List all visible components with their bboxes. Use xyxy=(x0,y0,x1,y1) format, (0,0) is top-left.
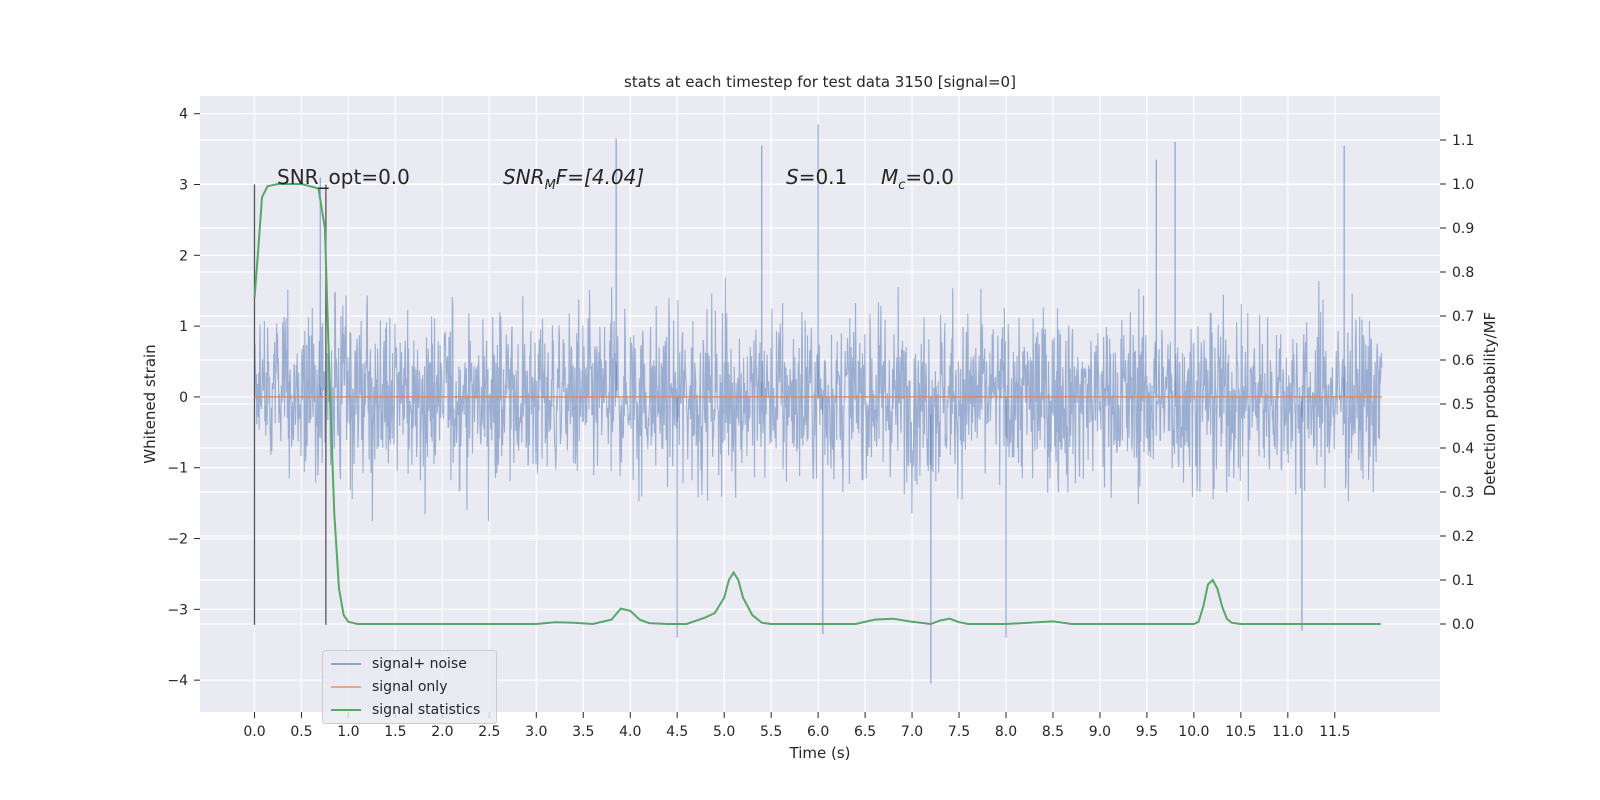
x-tick-label: 5.0 xyxy=(713,724,735,740)
y-tick-label: −1 xyxy=(167,461,188,477)
legend-label-signal-only: signal only xyxy=(372,679,448,695)
y-tick-label: −4 xyxy=(167,673,188,689)
signal-statistics-line xyxy=(253,183,1381,626)
annotation-mc: Mc=0.0 xyxy=(881,165,954,193)
y-tick-label: 0 xyxy=(179,390,188,406)
y-tick-label: 2 xyxy=(179,248,188,264)
legend-item-signal-statistics: signal statistics xyxy=(331,700,480,720)
y-axis-label: Whitened strain xyxy=(141,344,159,463)
x-ticks: 0.0 0.5 1.0 1.5 2.0 2.5 3.0 3.5 4.0 4.5 5.0 5.5 6.0 6… xyxy=(243,712,1350,740)
x-tick-label: 0.0 xyxy=(243,724,265,740)
y2-tick-label: 1.0 xyxy=(1452,177,1474,193)
y2-tick-label: 0.2 xyxy=(1452,529,1474,545)
annotation-snr-mf: SNRMF=[4.04] xyxy=(503,165,644,193)
y2-tick-label: 0.5 xyxy=(1452,397,1474,413)
y2-tick-label: 0.8 xyxy=(1452,265,1474,281)
y-tick-label: −3 xyxy=(167,602,188,618)
x-tick-label: 8.0 xyxy=(995,724,1017,740)
x-tick-label: 6.0 xyxy=(807,724,829,740)
x-tick-label: 9.5 xyxy=(1136,724,1158,740)
y2-axis-label: Detection probability/MF xyxy=(1481,312,1499,496)
x-tick-label: 1.0 xyxy=(337,724,359,740)
legend-label-signal-noise: signal+ noise xyxy=(372,656,467,672)
y-tick-label: 4 xyxy=(179,107,188,123)
legend-item-signal-noise: signal+ noise xyxy=(331,654,467,674)
y-ticks-left: 4 3 2 1 0 −1 −2 −3 −4 xyxy=(167,107,200,689)
x-tick-label: 9.0 xyxy=(1089,724,1111,740)
x-tick-label: 5.5 xyxy=(760,724,782,740)
y2-tick-label: 0.3 xyxy=(1452,485,1474,501)
y2-tick-label: 0.0 xyxy=(1452,617,1474,633)
legend: signal+ noise signal only signal statist… xyxy=(322,650,497,724)
x-axis-label: Time (s) xyxy=(789,744,851,762)
legend-swatch-signal-only xyxy=(331,686,361,688)
y2-tick-label: 0.1 xyxy=(1452,573,1474,589)
y-tick-label: 3 xyxy=(179,178,188,194)
y2-tick-label: 1.1 xyxy=(1452,133,1474,149)
y2-tick-label: 0.4 xyxy=(1452,441,1474,457)
x-tick-label: 4.5 xyxy=(666,724,688,740)
x-tick-label: 10.5 xyxy=(1225,724,1256,740)
x-tick-label: 11.0 xyxy=(1272,724,1303,740)
annotation-s: S=0.1 xyxy=(786,165,847,189)
x-tick-label: 4.0 xyxy=(619,724,641,740)
y2-tick-label: 0.9 xyxy=(1452,221,1474,237)
annotation-snr-opt: SNR_opt=0.0 xyxy=(277,165,410,189)
legend-label-signal-statistics: signal statistics xyxy=(372,702,481,718)
x-tick-label: 10.0 xyxy=(1178,724,1209,740)
x-tick-label: 0.5 xyxy=(290,724,312,740)
x-tick-label: 8.5 xyxy=(1042,724,1064,740)
x-tick-label: 7.0 xyxy=(901,724,923,740)
y-tick-label: −2 xyxy=(167,532,188,548)
x-tick-label: 6.5 xyxy=(854,724,876,740)
x-tick-label: 3.0 xyxy=(525,724,547,740)
x-tick-label: 11.5 xyxy=(1319,724,1350,740)
legend-swatch-signal-statistics xyxy=(331,709,361,711)
y-ticks-right: 1.1 1.0 0.9 0.8 0.7 0.6 0.5 0.4 0.3 0.2 0.1 0.0 xyxy=(1440,133,1474,633)
legend-item-signal-only: signal only xyxy=(331,677,447,697)
noise-series xyxy=(253,124,1383,684)
x-tick-label: 7.5 xyxy=(948,724,970,740)
x-tick-label: 2.5 xyxy=(478,724,500,740)
x-tick-label: 3.5 xyxy=(572,724,594,740)
legend-swatch-signal-noise xyxy=(331,663,361,665)
x-tick-label: 1.5 xyxy=(384,724,406,740)
y-tick-label: 1 xyxy=(179,319,188,335)
y2-tick-label: 0.6 xyxy=(1452,353,1474,369)
y2-tick-label: 0.7 xyxy=(1452,309,1474,325)
x-tick-label: 2.0 xyxy=(431,724,453,740)
chart-title: stats at each timestep for test data 315… xyxy=(624,73,1016,91)
